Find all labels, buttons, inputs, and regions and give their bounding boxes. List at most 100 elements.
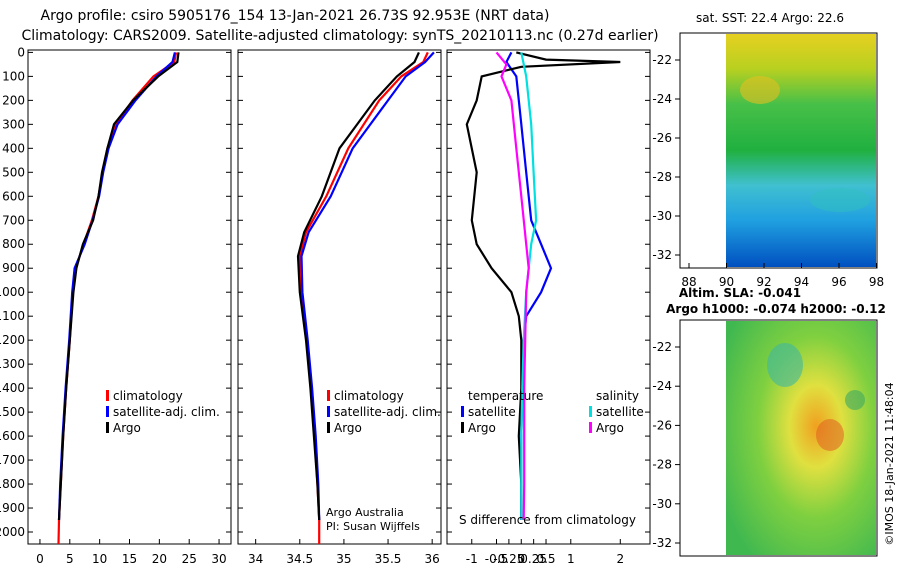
x-tick-label: 10: [92, 552, 107, 566]
y-tick-label: 200: [2, 93, 25, 107]
y-tick-label: 500: [2, 165, 25, 179]
y-tick-label: 100: [2, 69, 25, 83]
lat-tick-label: -28: [652, 170, 672, 184]
temperature-plot: 0 5 10 15 20 25 300100200300400500600700800900…: [0, 45, 231, 566]
series-argo: [296, 51, 420, 521]
lon-tick-label: 90: [719, 275, 734, 289]
legend-label-climatology: climatology: [334, 389, 404, 403]
legend-swatch-argo: [327, 422, 330, 433]
y-tick-label: 1700: [0, 453, 25, 467]
x-tick-label: 30: [211, 552, 226, 566]
legend-swatch-temp-satellite: [461, 406, 464, 417]
sst-map: [679, 32, 878, 269]
salinity-plot: 34 34.5 35 35.5 36: [238, 51, 441, 566]
legend-swatch-climatology: [327, 390, 330, 401]
lon-tick-label: 88: [681, 275, 696, 289]
sst-map-title: sat. SST: 22.4 Argo: 22.6: [696, 11, 844, 25]
legend-swatch-sal-argo: [589, 422, 592, 433]
y-tick-label: 1600: [0, 429, 25, 443]
y-tick-label: 1300: [0, 357, 25, 371]
lat-tick-label: -32: [652, 248, 672, 262]
legend-label-satellite: satellite-adj. clim.: [334, 405, 441, 419]
series-salinity-satellite: [520, 52, 538, 520]
legend-label-satellite: satellite-adj. clim.: [113, 405, 220, 419]
lat-tick-label: -22: [652, 340, 672, 354]
x-tick-label: 35.5: [375, 552, 402, 566]
lon-tick-label: 98: [869, 275, 884, 289]
y-tick-label: 1000: [0, 285, 25, 299]
ssh-low-patch: [767, 343, 803, 387]
y-tick-label: 900: [2, 261, 25, 275]
difference-xlabel: S difference from climatology: [459, 513, 636, 527]
pi-credit: PI: Susan Wijffels: [326, 520, 420, 533]
y-tick-label: 700: [2, 213, 25, 227]
x-tick-label: 20: [152, 552, 167, 566]
x-tick-label: 36: [425, 552, 440, 566]
series-satellite-adj-clim-: [300, 51, 435, 521]
map-axes: -22 -24 -26 -28 -30 -32 -22 -24 -26 -28 -30 -32 88 90…: [652, 53, 884, 550]
legend-swatch-temp-argo: [461, 422, 464, 433]
temperature-legend: climatology satellite-adj. clim. Argo: [106, 389, 220, 435]
y-tick-label: 1200: [0, 333, 25, 347]
salinity-legend: climatology satellite-adj. clim. Argo: [327, 389, 441, 435]
salinity-panel-frame: [237, 49, 442, 545]
series-argo: [57, 52, 180, 521]
series-climatology: [298, 51, 429, 544]
x-tick-label: 35: [336, 552, 351, 566]
y-tick-label: 1400: [0, 381, 25, 395]
y-tick-label: 0: [17, 45, 25, 59]
x-tick-label: 2: [616, 552, 624, 566]
y-tick-label: 1900: [0, 501, 25, 515]
x-tick-label: 0.5: [536, 552, 555, 566]
legend-group-salinity: salinity: [596, 389, 639, 403]
lat-tick-label: -24: [652, 379, 672, 393]
temperature-panel-frame: [27, 49, 232, 545]
y-tick-label: 1100: [0, 309, 25, 323]
legend-swatch-sal-satellite: [589, 406, 592, 417]
lon-tick-label: 94: [794, 275, 809, 289]
imos-credit: ©IMOS 18-Jan-2021 11:48:04: [883, 382, 896, 545]
y-tick-label: 1800: [0, 477, 25, 491]
ssh-map-title-2: Argo h1000: -0.074 h2000: -0.12: [666, 302, 886, 316]
y-tick-label: 1500: [0, 405, 25, 419]
legend-label-argo: Argo: [113, 421, 141, 435]
y-tick-label: 2000: [0, 525, 25, 539]
lat-tick-label: -26: [652, 418, 672, 432]
legend-label-sal-argo: Argo: [596, 421, 624, 435]
ssh-high-patch: [816, 419, 844, 451]
lat-tick-label: -28: [652, 458, 672, 472]
header-line-2: Climatology: CARS2009. Satellite-adjuste…: [21, 28, 658, 44]
lat-tick-label: -22: [652, 53, 672, 67]
x-tick-label: -0.5: [485, 552, 508, 566]
argo-australia-credit: Argo Australia: [326, 506, 404, 519]
lat-tick-label: -24: [652, 92, 672, 106]
y-tick-label: 400: [2, 141, 25, 155]
y-tick-label: 300: [2, 117, 25, 131]
x-tick-label: 0: [36, 552, 44, 566]
x-tick-label: -1: [466, 552, 478, 566]
x-tick-label: 5: [66, 552, 74, 566]
sst-field: [726, 34, 876, 267]
ssh-low-patch-2: [845, 390, 865, 410]
series-temperature-argo: [465, 51, 621, 520]
lat-tick-label: -26: [652, 131, 672, 145]
ssh-map: [679, 319, 878, 557]
x-tick-label: -0.25: [493, 552, 524, 566]
legend-label-argo: Argo: [334, 421, 362, 435]
legend-label-temp-satellite: satellite: [468, 405, 516, 419]
sst-warm-patch: [740, 76, 780, 104]
lat-tick-label: -32: [652, 536, 672, 550]
lon-tick-label: 96: [831, 275, 846, 289]
x-tick-label: 0.25: [520, 552, 547, 566]
x-tick-label: 34: [248, 552, 263, 566]
difference-panel-frame: [446, 49, 651, 545]
ssh-map-title-1: Altim. SLA: -0.041: [679, 286, 801, 300]
y-tick-label: 800: [2, 237, 25, 251]
header-line-1: Argo profile: csiro 5905176_154 13-Jan-2…: [41, 8, 550, 24]
lon-tick-label: 92: [756, 275, 771, 289]
legend-label-climatology: climatology: [113, 389, 183, 403]
x-tick-label: 1: [567, 552, 575, 566]
x-tick-label: 34.5: [286, 552, 313, 566]
